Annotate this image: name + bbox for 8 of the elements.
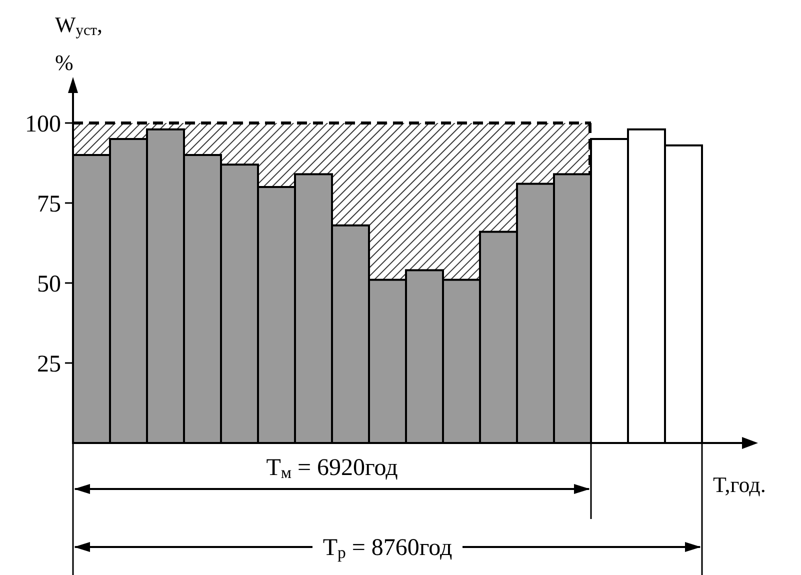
y-tick-label: 50 [37, 271, 61, 298]
y-tick-label: 75 [37, 191, 61, 218]
text: T$_{р}$ = 8760год [322, 535, 452, 562]
text: W$_{уст}$, % [55, 12, 103, 75]
y-tick-label: 100 [25, 111, 61, 138]
y-tick-label: 25 [37, 351, 61, 378]
x-axis-title: T,год. [713, 472, 766, 497]
text: T$_{м}$ = 6920год [266, 455, 398, 482]
